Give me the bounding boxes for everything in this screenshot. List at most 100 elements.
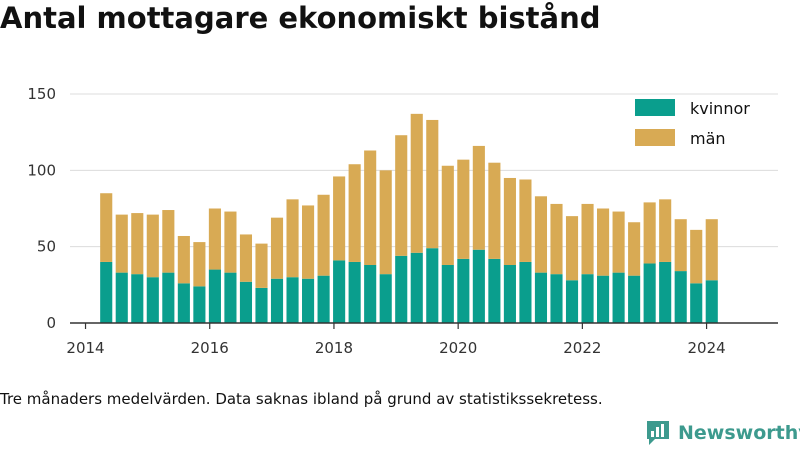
bar-kvinnor-12 [286,277,299,323]
bar-kvinnor-20 [410,252,423,323]
bar-kvinnor-11 [270,278,284,323]
bar-man-7 [208,208,221,270]
bar-kvinnor-16 [348,261,361,323]
bar-man-13 [302,205,315,279]
legend-swatch-man [635,129,675,146]
bar-kvinnor-5 [177,283,190,323]
bar-man-23 [457,159,470,259]
legend-swatch-kvinnor [635,99,675,116]
bar-man-39 [705,219,718,281]
bar-kvinnor-22 [441,264,454,323]
bar-kvinnor-34 [628,275,641,323]
bar-kvinnor-39 [705,280,718,323]
bar-man-6 [193,242,206,287]
bar-kvinnor-23 [457,258,470,323]
bar-kvinnor-28 [534,272,548,323]
bar-man-4 [162,210,175,273]
bar-kvinnor-37 [674,271,687,323]
bar-man-17 [364,150,377,265]
bar-man-5 [177,235,190,284]
bar-man-32 [597,208,610,276]
bars [100,113,718,323]
bar-man-21 [426,119,439,249]
legend-label-man: män [690,129,726,148]
y-tick-label-150: 150 [27,85,56,103]
bar-kvinnor-27 [519,261,532,323]
bar-kvinnor-19 [395,255,408,323]
bar-man-16 [348,164,361,262]
x-tick-label-2016: 2016 [191,339,229,357]
bar-kvinnor-17 [364,264,377,323]
gridlines [70,93,778,248]
bar-man-30 [565,216,579,281]
brand-name: Newsworthy [678,422,800,444]
bar-man-0 [100,193,113,262]
bar-man-29 [550,203,563,275]
bar-kvinnor-13 [302,278,315,323]
bar-kvinnor-38 [690,283,703,323]
x-axis-ticks: 2014 2016 2018 2020 2022 2024 [66,323,726,357]
bar-kvinnor-30 [565,280,579,323]
y-axis-tick-labels: 0 50 100 150 [27,85,56,332]
bar-kvinnor-24 [472,249,485,323]
bar-kvinnor-7 [208,269,221,323]
bar-kvinnor-25 [488,258,501,323]
bar-man-22 [441,165,454,265]
bar-man-31 [581,203,594,275]
bar-man-18 [379,170,392,275]
legend: kvinnor män [635,99,750,148]
bar-kvinnor-21 [426,248,439,323]
bar-kvinnor-33 [612,272,625,323]
bar-chart: 0 50 100 150 2014 2016 2018 2020 2022 2024 kvinn… [27,85,778,357]
bar-kvinnor-32 [597,275,610,323]
bar-kvinnor-36 [659,261,672,323]
bar-man-33 [612,211,625,273]
bar-kvinnor-29 [550,274,563,323]
chart-title: Antal mottagare ekonomiskt bistånd [0,1,601,35]
bar-man-38 [690,229,703,284]
bar-kvinnor-2 [131,274,144,323]
bar-man-1 [115,214,128,273]
x-tick-label-2022: 2022 [563,339,601,357]
bar-kvinnor-3 [146,277,159,323]
bar-man-15 [333,176,346,261]
bar-man-36 [659,199,672,262]
bar-kvinnor-18 [379,274,392,323]
legend-label-kvinnor: kvinnor [690,99,750,118]
bar-man-11 [270,217,284,279]
footnote: Tre månaders medelvärden. Data saknas ib… [0,390,603,408]
newsworthy-logo-icon [647,421,669,445]
bar-man-20 [410,113,423,253]
bar-man-8 [224,211,237,273]
bar-man-25 [488,162,501,259]
bar-man-2 [131,213,144,275]
bar-man-34 [628,222,641,276]
bar-kvinnor-9 [239,281,253,323]
bar-man-9 [239,234,253,282]
y-tick-label-50: 50 [37,238,56,256]
bar-kvinnor-31 [581,274,594,323]
brand-logo: Newsworthy [645,418,800,448]
bar-kvinnor-14 [317,275,330,323]
bar-kvinnor-8 [224,272,237,323]
bar-kvinnor-1 [115,272,128,323]
y-tick-label-0: 0 [46,314,56,332]
bar-man-24 [472,145,485,250]
bar-kvinnor-26 [503,264,516,323]
bar-man-35 [643,202,656,264]
bar-man-14 [317,194,330,276]
x-tick-label-2014: 2014 [66,339,104,357]
y-tick-label-100: 100 [27,161,56,179]
bar-man-28 [534,196,548,273]
bar-man-12 [286,199,299,278]
bar-man-3 [146,214,159,278]
bar-kvinnor-15 [333,260,346,323]
bar-man-27 [519,179,532,262]
bar-kvinnor-0 [100,261,113,323]
x-tick-label-2020: 2020 [439,339,477,357]
bar-kvinnor-35 [643,263,656,323]
bar-kvinnor-6 [193,286,206,323]
bar-kvinnor-10 [255,287,268,323]
x-tick-label-2024: 2024 [687,339,725,357]
bar-kvinnor-4 [162,272,175,323]
